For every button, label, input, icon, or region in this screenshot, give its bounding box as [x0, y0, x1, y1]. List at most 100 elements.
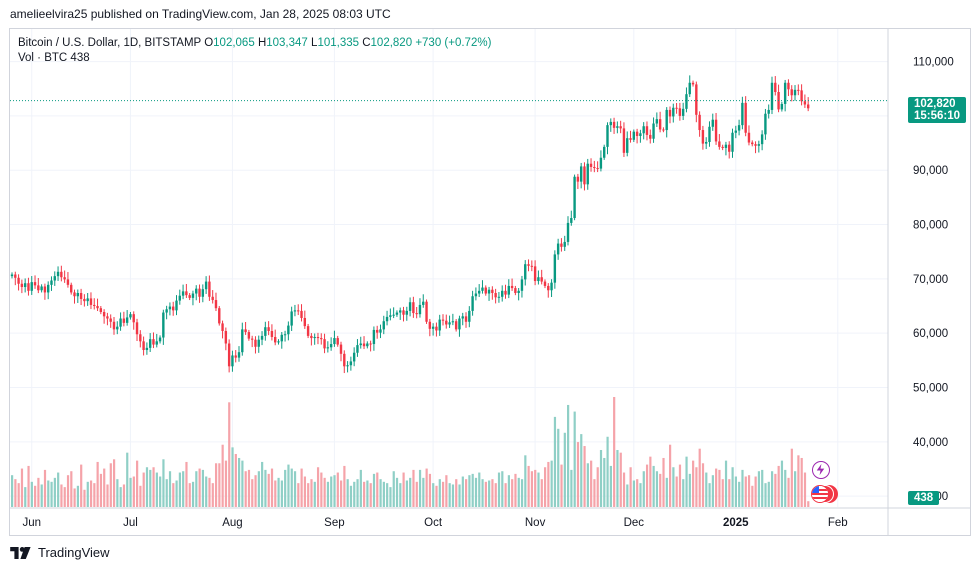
candle-body — [658, 119, 662, 130]
volume-bar — [103, 468, 106, 507]
volume-bar — [340, 480, 343, 507]
candle-body — [609, 121, 612, 126]
volume-bar — [70, 471, 73, 507]
candle-body — [86, 298, 89, 302]
candle-body — [267, 327, 270, 332]
candle-body — [178, 295, 181, 301]
candle-body — [685, 94, 688, 109]
candle-body — [349, 361, 353, 366]
volume-bar — [803, 472, 807, 507]
candle-body — [392, 314, 395, 316]
volume-bar — [188, 483, 191, 507]
volume-bar — [155, 472, 158, 507]
volume-bar — [290, 468, 293, 507]
volume-bar — [629, 467, 632, 507]
candle-body — [359, 343, 362, 346]
volume-bar — [191, 481, 195, 507]
us-flag-icon[interactable] — [811, 485, 829, 503]
volume-bar — [132, 476, 135, 507]
price-chart[interactable]: 110,000100,00090,00080,00070,00060,00050… — [10, 29, 970, 535]
candle-body — [227, 343, 231, 367]
volume-bar — [178, 472, 181, 507]
candle-body — [241, 329, 244, 353]
candle-body — [520, 279, 524, 291]
volume-bar — [17, 483, 20, 507]
volume-bar — [241, 460, 244, 507]
candle-body — [741, 102, 744, 126]
candle-body — [471, 296, 474, 311]
candle-body — [139, 334, 142, 342]
volume-bar — [244, 471, 247, 507]
candle-body — [428, 321, 432, 329]
volume-bar — [96, 461, 99, 507]
volume-bar — [721, 479, 724, 507]
volume-bar — [698, 448, 701, 507]
last-price-value: 102,820 — [914, 98, 956, 110]
lightning-icon[interactable] — [812, 461, 830, 479]
candle-body — [389, 315, 392, 317]
candle-body — [129, 314, 132, 318]
candle-body — [37, 285, 40, 291]
volume-bar — [257, 471, 260, 507]
candle-body — [399, 310, 402, 313]
candle-body — [708, 126, 711, 142]
candle-body — [30, 282, 33, 291]
candle-body — [313, 336, 316, 339]
candle-body — [718, 141, 721, 147]
candle-body — [422, 301, 425, 305]
candle-body — [691, 82, 695, 85]
volume-bar — [441, 481, 445, 507]
candle-body — [14, 274, 17, 278]
candle-body — [43, 286, 47, 293]
volume-bar — [622, 472, 626, 507]
candle-body — [688, 82, 691, 95]
volume-bar — [527, 465, 530, 507]
volume-bar — [165, 479, 168, 507]
volume-bar — [412, 469, 415, 507]
candle-body — [102, 311, 106, 317]
volume-bar — [606, 436, 609, 507]
candle-body — [754, 144, 757, 146]
candle-body — [99, 308, 103, 312]
candle-body — [188, 295, 191, 298]
volume-bar — [718, 469, 721, 507]
candle-body — [612, 121, 616, 128]
volume-bar — [619, 452, 622, 507]
volume-bar — [767, 481, 770, 507]
candle-body — [247, 332, 251, 339]
volume-bar — [474, 477, 478, 507]
volume-bar — [162, 459, 165, 507]
price-tick-label: 80,000 — [913, 220, 948, 232]
volume-bar — [185, 461, 188, 507]
candle-body — [649, 134, 652, 139]
volume-bar — [261, 461, 264, 507]
volume-bar — [659, 473, 662, 507]
volume-bar — [126, 452, 129, 507]
candle-body — [73, 292, 76, 297]
candle-body — [626, 138, 629, 153]
volume-bar — [86, 481, 89, 507]
volume-bar — [80, 464, 83, 507]
candle-body — [517, 290, 520, 293]
candle-body — [668, 109, 672, 117]
volume-bar — [797, 455, 800, 507]
volume-bar — [655, 471, 659, 507]
candle-body — [672, 107, 675, 117]
volume-bar — [313, 481, 316, 507]
volume-bar — [616, 450, 619, 507]
candle-body — [306, 326, 310, 336]
footer-brand[interactable]: TradingView — [10, 545, 110, 560]
volume-bar — [14, 479, 17, 507]
volume-bar — [613, 397, 616, 507]
candle-body — [783, 82, 787, 104]
volume-bar — [333, 475, 336, 507]
volume-bar — [708, 483, 711, 507]
volume-bar — [280, 480, 283, 507]
volume-bar — [747, 475, 751, 507]
candle-body — [303, 317, 307, 327]
volume-bar — [63, 487, 66, 507]
time-tick-label: Jun — [22, 517, 41, 529]
candle-body — [448, 322, 451, 325]
volume-bar — [112, 459, 116, 507]
candle-body — [681, 108, 685, 116]
